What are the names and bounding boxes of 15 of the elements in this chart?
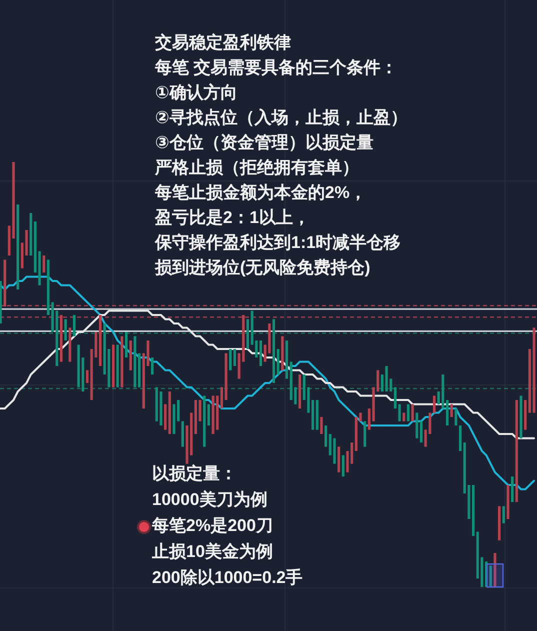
annotation: 盈亏比是2：1以上， [155, 208, 310, 227]
annotation: 10000美刀为例 [152, 490, 268, 509]
annotation: 严格止损（拒绝拥有套单） [155, 158, 359, 177]
annotation: 损到进场位(无风险免费持仓) [155, 258, 370, 277]
annotation: 止损10美金为例 [152, 542, 273, 561]
annotation: ③仓位（资金管理）以损定量 [155, 133, 374, 152]
annotation: ①确认方向 [155, 83, 238, 102]
annotation: 200除以1000=0.2手 [152, 568, 303, 587]
title: 交易稳定盈利铁律 [155, 33, 291, 52]
annotation: 保守操作盈利达到1:1时减半仓移 [155, 233, 401, 252]
annotation: 每笔2%是200刀 [152, 516, 273, 535]
annotation: 以损定量： [152, 464, 237, 483]
annotation: 每笔止损金额为本金的2%， [155, 183, 367, 202]
annotation: 每笔 交易需要具备的三个条件： [155, 58, 398, 77]
annotation: ②寻找点位（入场，止损，止盈） [155, 108, 408, 127]
